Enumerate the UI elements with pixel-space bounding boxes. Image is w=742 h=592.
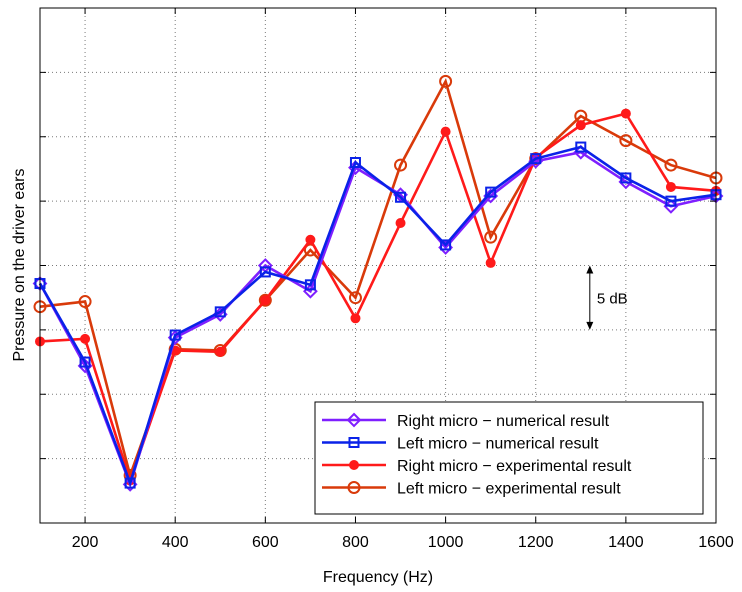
scale-arrow-down-icon <box>586 321 594 330</box>
data-point <box>349 157 361 168</box>
data-point <box>260 295 271 306</box>
legend-item: Left micro − experimental result <box>322 481 621 498</box>
data-point <box>305 234 316 245</box>
legend-marker <box>346 412 362 428</box>
data-point <box>394 158 408 172</box>
data-point <box>485 257 496 268</box>
legend: Right micro − numerical result Left micro… <box>314 401 704 515</box>
y-axis-label: Pressure on the driver ears <box>11 169 28 362</box>
legend-item: Left micro − numerical result <box>322 436 599 453</box>
data-point <box>485 186 497 198</box>
legend-label: Right micro − numerical result <box>397 413 610 430</box>
x-tick-label: 1600 <box>698 534 734 551</box>
x-tick-label: 600 <box>252 534 279 551</box>
data-point <box>395 218 406 229</box>
data-point <box>259 266 271 278</box>
series-line <box>39 112 717 485</box>
x-tick-label: 1000 <box>428 534 464 551</box>
data-point <box>169 329 181 341</box>
data-point <box>79 356 91 368</box>
data-point <box>530 153 542 165</box>
x-axis-label: Frequency (Hz) <box>323 569 433 586</box>
data-point <box>484 230 498 244</box>
data-point <box>440 239 452 251</box>
data-point <box>304 279 316 291</box>
data-point <box>620 172 632 184</box>
data-point <box>665 181 676 192</box>
legend-item: Right micro − experimental result <box>322 458 632 475</box>
ticks: 200 400 600 800 1000 1200 1400 1600 <box>40 8 734 551</box>
data-point <box>258 293 272 307</box>
x-tick-label: 200 <box>72 534 99 551</box>
legend-label: Left micro − experimental result <box>397 481 621 498</box>
legend-marker <box>348 437 360 448</box>
data-point <box>215 346 226 357</box>
scale-label: 5 dB <box>597 291 628 308</box>
data-point <box>665 195 677 207</box>
data-point <box>350 313 361 324</box>
series-square <box>34 141 722 489</box>
data-point <box>348 291 362 305</box>
legend-label: Right micro − experimental result <box>397 458 632 475</box>
data-point <box>664 158 678 172</box>
data-point <box>395 191 407 203</box>
legend-item: Right micro − numerical result <box>322 412 610 430</box>
data-point <box>575 120 586 131</box>
data-point <box>575 141 587 153</box>
data-point <box>80 333 91 344</box>
legend-label: Left micro − numerical result <box>397 436 599 453</box>
data-point <box>78 295 92 309</box>
series-line <box>38 145 717 488</box>
grid <box>40 8 716 523</box>
legend-marker <box>349 460 359 470</box>
x-tick-label: 1200 <box>518 534 554 551</box>
x-tick-label: 800 <box>342 534 369 551</box>
data-point <box>214 306 226 318</box>
data-point <box>619 134 633 148</box>
legend-marker <box>347 481 361 494</box>
scale-annotation: 5 dB <box>586 265 628 330</box>
data-point <box>124 477 136 489</box>
data-point <box>440 126 451 137</box>
series-layer <box>32 74 724 492</box>
x-tick-label: 1400 <box>608 534 644 551</box>
x-tick-label: 400 <box>162 534 189 551</box>
data-point <box>620 108 631 119</box>
series-dot <box>35 108 721 486</box>
data-point <box>439 74 453 88</box>
scale-arrow-up-icon <box>586 265 594 274</box>
